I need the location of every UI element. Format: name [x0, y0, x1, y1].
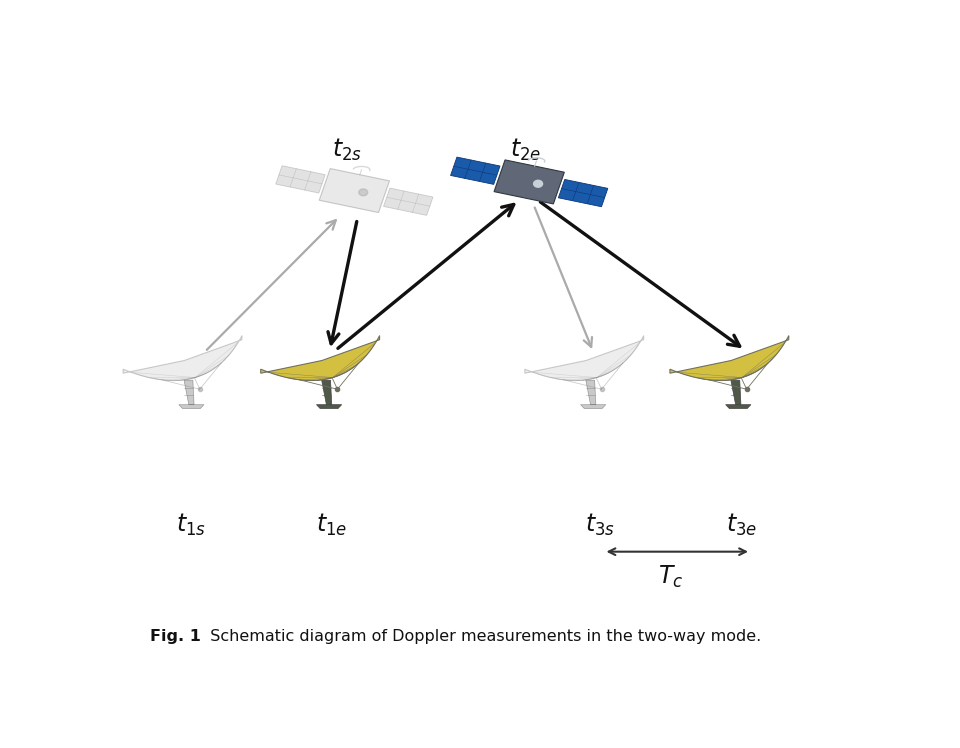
Polygon shape: [494, 160, 564, 204]
Polygon shape: [586, 380, 596, 405]
Text: $t_{1s}$: $t_{1s}$: [176, 512, 205, 538]
Polygon shape: [731, 380, 741, 405]
Polygon shape: [179, 405, 204, 408]
Polygon shape: [581, 405, 606, 408]
Polygon shape: [525, 336, 644, 381]
Text: $t_{3e}$: $t_{3e}$: [726, 512, 756, 538]
Polygon shape: [184, 380, 194, 405]
Polygon shape: [559, 180, 608, 206]
Text: $t_{1e}$: $t_{1e}$: [317, 512, 348, 538]
Text: $t_{3s}$: $t_{3s}$: [585, 512, 615, 538]
Polygon shape: [670, 336, 789, 381]
Polygon shape: [123, 336, 242, 381]
Polygon shape: [450, 157, 500, 185]
Polygon shape: [317, 405, 342, 408]
Text: $t_{2s}$: $t_{2s}$: [332, 137, 362, 163]
Text: Fig. 1: Fig. 1: [150, 629, 201, 644]
Text: $T_c$: $T_c$: [658, 563, 684, 589]
Polygon shape: [261, 336, 379, 381]
Circle shape: [359, 189, 368, 196]
Polygon shape: [320, 168, 390, 212]
Polygon shape: [384, 188, 433, 215]
Text: $t_{2e}$: $t_{2e}$: [510, 137, 541, 163]
Circle shape: [534, 180, 542, 187]
Polygon shape: [276, 166, 325, 193]
Polygon shape: [322, 380, 332, 405]
Polygon shape: [726, 405, 751, 408]
Text: Schematic diagram of Doppler measurements in the two-way mode.: Schematic diagram of Doppler measurement…: [201, 629, 761, 644]
